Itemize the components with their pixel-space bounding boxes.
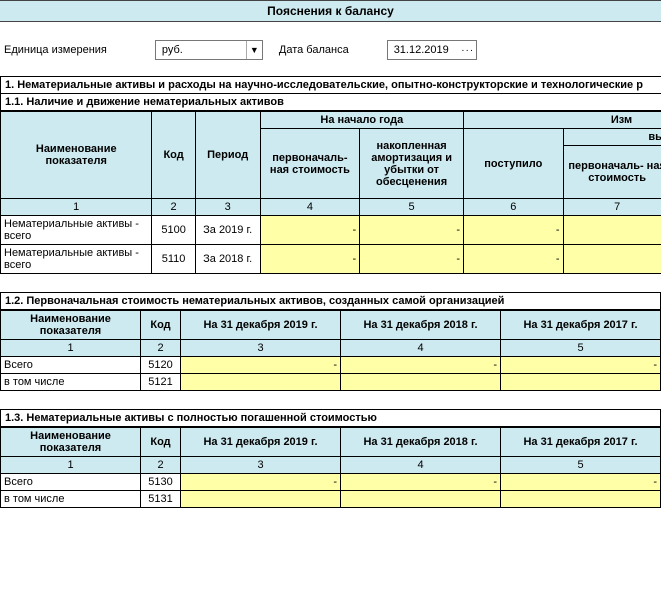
cell-value[interactable]: -	[260, 216, 360, 245]
cell-name: Всего	[1, 474, 141, 491]
cell-value[interactable]: -	[501, 357, 661, 374]
col-cost: первоначаль- ная стоимость	[260, 129, 360, 199]
cell-value[interactable]	[341, 374, 501, 391]
cell-name: Нематериальные активы - всего	[1, 245, 152, 274]
cell-name: в том числе	[1, 374, 141, 391]
col-name: Наименование показателя	[1, 311, 141, 340]
numcol: 4	[341, 340, 501, 357]
col-code: Код	[141, 428, 181, 457]
col-d3: На 31 декабря 2017 г.	[501, 311, 661, 340]
unit-label: Единица измерения	[4, 44, 107, 56]
cell-value[interactable]: -	[341, 357, 501, 374]
cell-code: 5120	[141, 357, 181, 374]
cell-value[interactable]: -	[181, 474, 341, 491]
col-start: На начало года	[260, 112, 463, 129]
cell-name: Нематериальные активы - всего	[1, 216, 152, 245]
cell-value[interactable]	[501, 491, 661, 508]
col-out: выбыло	[563, 129, 661, 146]
col-code: Код	[152, 112, 195, 199]
table-row: Всего 5130 - - -	[1, 474, 661, 491]
table-12: Наименование показателя Код На 31 декабр…	[0, 310, 661, 391]
unit-select[interactable]: руб. ▼	[155, 40, 263, 60]
col-period: Период	[195, 112, 260, 199]
col-amort: накопленная амортизация и убытки от обес…	[360, 129, 464, 199]
cell-value[interactable]: -	[464, 216, 564, 245]
numcol: 1	[1, 457, 141, 474]
date-label: Дата баланса	[279, 44, 349, 56]
numcol: 5	[501, 457, 661, 474]
date-value: 31.12.2019	[388, 44, 460, 56]
col-name: Наименование показателя	[1, 428, 141, 457]
page-title: Пояснения к балансу	[0, 0, 661, 22]
cell-period: За 2018 г.	[195, 245, 260, 274]
cell-value[interactable]	[181, 491, 341, 508]
cell-value[interactable]	[181, 374, 341, 391]
section11-header: 1.1. Наличие и движение нематериальных а…	[0, 94, 661, 111]
numcol: 5	[360, 199, 464, 216]
date-input[interactable]: 31.12.2019 ···	[387, 40, 477, 60]
table-row: Нематериальные активы - всего 5100 За 20…	[1, 216, 661, 245]
numcol: 1	[1, 340, 141, 357]
col-d2: На 31 декабря 2018 г.	[341, 311, 501, 340]
numcol: 1	[1, 199, 152, 216]
numcol: 3	[181, 457, 341, 474]
numcol: 5	[501, 340, 661, 357]
dropdown-icon[interactable]: ▼	[246, 41, 262, 59]
col-d1: На 31 декабря 2019 г.	[181, 428, 341, 457]
unit-value: руб.	[156, 44, 246, 56]
numcol: 4	[260, 199, 360, 216]
section13-header: 1.3. Нематериальные активы с полностью п…	[0, 409, 661, 427]
col-out-cost: первоначаль- ная стоимость	[563, 146, 661, 199]
col-d2: На 31 декабря 2018 г.	[341, 428, 501, 457]
date-picker-icon[interactable]: ···	[460, 41, 476, 59]
section12-header: 1.2. Первоначальная стоимость нематериал…	[0, 292, 661, 310]
cell-value[interactable]: -	[563, 245, 661, 274]
cell-code: 5121	[141, 374, 181, 391]
col-in: поступило	[464, 129, 564, 199]
numcol: 2	[141, 457, 181, 474]
cell-code: 5131	[141, 491, 181, 508]
col-change: Изм	[464, 112, 661, 129]
numcol: 2	[152, 199, 195, 216]
table-row: Всего 5120 - - -	[1, 357, 661, 374]
params-row: Единица измерения руб. ▼ Дата баланса 31…	[4, 40, 657, 60]
col-d1: На 31 декабря 2019 г.	[181, 311, 341, 340]
cell-value[interactable]	[501, 374, 661, 391]
section1-header: 1. Нематериальные активы и расходы на на…	[0, 76, 661, 94]
cell-value[interactable]	[341, 491, 501, 508]
cell-value[interactable]: -	[341, 474, 501, 491]
table-row: Нематериальные активы - всего 5110 За 20…	[1, 245, 661, 274]
numcol: 2	[141, 340, 181, 357]
col-d3: На 31 декабря 2017 г.	[501, 428, 661, 457]
cell-value[interactable]: -	[464, 245, 564, 274]
table-row: в том числе 5121	[1, 374, 661, 391]
cell-period: За 2019 г.	[195, 216, 260, 245]
col-name: Наименование показателя	[1, 112, 152, 199]
cell-value[interactable]: -	[501, 474, 661, 491]
cell-value[interactable]: -	[260, 245, 360, 274]
cell-value[interactable]: -	[563, 216, 661, 245]
cell-code: 5130	[141, 474, 181, 491]
cell-code: 5110	[152, 245, 195, 274]
table-row: в том числе 5131	[1, 491, 661, 508]
cell-name: в том числе	[1, 491, 141, 508]
numcol: 4	[341, 457, 501, 474]
cell-code: 5100	[152, 216, 195, 245]
numcol: 3	[195, 199, 260, 216]
cell-value[interactable]: -	[181, 357, 341, 374]
cell-value[interactable]: -	[360, 216, 464, 245]
table-13: Наименование показателя Код На 31 декабр…	[0, 427, 661, 508]
numcol: 6	[464, 199, 564, 216]
cell-name: Всего	[1, 357, 141, 374]
numcol: 7	[563, 199, 661, 216]
table-11: Наименование показателя Код Период На на…	[0, 111, 661, 274]
cell-value[interactable]: -	[360, 245, 464, 274]
col-code: Код	[141, 311, 181, 340]
numcol: 3	[181, 340, 341, 357]
